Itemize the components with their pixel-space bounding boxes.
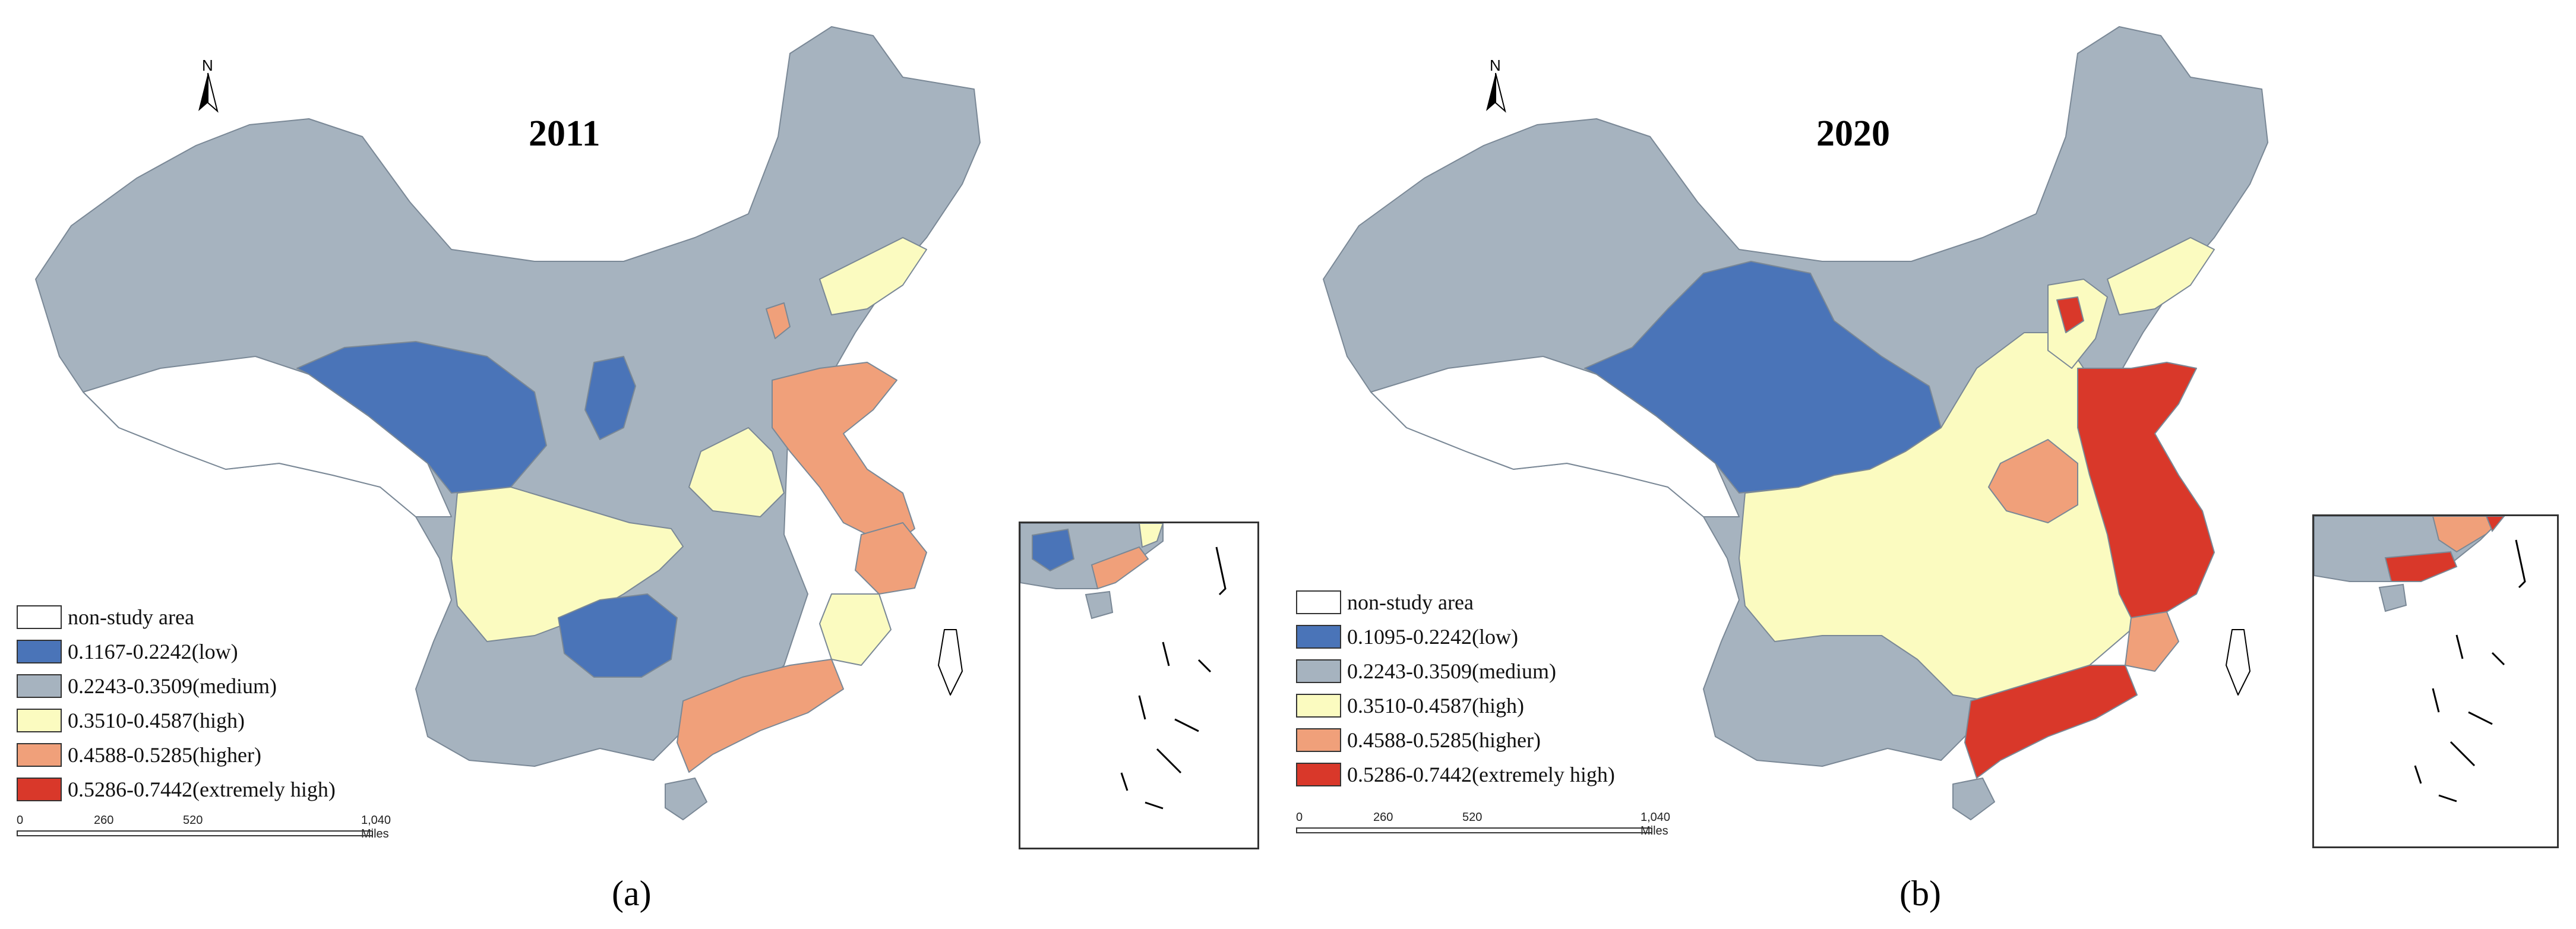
- legend-item: 0.1095-0.2242(low): [1296, 620, 1615, 654]
- legend-item: 0.3510-0.4587(high): [17, 703, 336, 738]
- north-arrow: N: [1478, 56, 1513, 122]
- scale-tick: 1,040 Miles: [361, 814, 391, 840]
- legend-swatch: [1296, 763, 1341, 786]
- north-label: N: [1490, 56, 1501, 74]
- legend-item: 0.1167-0.2242(low): [17, 634, 336, 669]
- scale-tick: 260: [1373, 811, 1393, 824]
- region-guizhou: [558, 593, 678, 678]
- scale-bar-line: [17, 830, 373, 836]
- legend-swatch: [1296, 728, 1341, 752]
- legend-label: 0.2243-0.3509(medium): [1347, 659, 1556, 683]
- legend-2020: non-study area 0.1095-0.2242(low) 0.2243-0…: [1296, 585, 1615, 792]
- legend-label: 0.4588-0.5285(higher): [68, 743, 261, 767]
- region-henan: [688, 427, 785, 517]
- legend-label: 0.1167-0.2242(low): [68, 640, 238, 663]
- region-guangdong: [1964, 665, 2138, 779]
- scale-tick: 0: [1296, 811, 1303, 824]
- map-panel-2020: 2020 N non-study area 0.1095-0.2242(low) 0…: [1288, 0, 2575, 929]
- legend-swatch: [1296, 590, 1341, 614]
- region-non-study: [1370, 356, 1740, 517]
- scale-tick: 520: [183, 814, 203, 827]
- region-fujian: [819, 593, 892, 666]
- china-map-2011: [35, 26, 981, 820]
- region-liaoning: [819, 237, 927, 315]
- inset-map-2011: [1019, 522, 1259, 849]
- legend-item: 0.3510-0.4587(high): [1296, 688, 1615, 723]
- legend-item: 0.2243-0.3509(medium): [1296, 654, 1615, 688]
- inset-map-svg: [2313, 516, 2526, 802]
- legend-item: 0.4588-0.5285(higher): [1296, 723, 1615, 757]
- legend-item: non-study area: [1296, 585, 1615, 620]
- scale-tick: 520: [1462, 811, 1483, 824]
- map-title-year: 2011: [529, 113, 600, 154]
- region-sichuan: [451, 486, 684, 642]
- region-beijing: [2056, 296, 2084, 333]
- legend-label: 0.3510-0.4587(high): [68, 709, 245, 732]
- map-panel-2011: 2011 N non-study area 0.1167-0.2242(low) 0…: [17, 26, 1259, 913]
- region-non-study: [83, 356, 452, 517]
- legend-label: 0.5286-0.7442(extremely high): [68, 778, 336, 801]
- legend-label: 0.5286-0.7442(extremely high): [1347, 763, 1615, 786]
- legend-swatch: [17, 778, 62, 801]
- north-arrow: N: [190, 56, 226, 122]
- legend-2011: non-study area 0.1167-0.2242(low) 0.2243-0…: [17, 600, 336, 807]
- north-arrow-icon: [198, 72, 219, 113]
- legend-item: non-study area: [17, 600, 336, 634]
- legend-swatch: [17, 605, 62, 629]
- region-fujian: [2125, 611, 2179, 672]
- legend-label: 0.2243-0.3509(medium): [68, 674, 277, 698]
- region-ningxia: [584, 356, 636, 440]
- region-east-coast: [2077, 362, 2215, 630]
- region-henan: [1988, 439, 2078, 523]
- legend-label: non-study area: [1347, 590, 1474, 614]
- inset-map-2020: [2312, 514, 2559, 848]
- region-zhejiang: [855, 522, 927, 595]
- scale-bar-2020: 0 260 520 1,040 Miles: [1296, 811, 1670, 846]
- legend-swatch: [17, 674, 62, 698]
- legend-swatch: [17, 743, 62, 767]
- panel-caption: (b): [1899, 874, 1941, 913]
- map-title-year: 2020: [1816, 113, 1890, 154]
- legend-swatch: [17, 709, 62, 732]
- legend-label: 0.3510-0.4587(high): [1347, 694, 1524, 718]
- region-beijing: [766, 302, 791, 339]
- inset-map-svg: [1020, 523, 1227, 810]
- north-arrow-icon: [1486, 72, 1506, 113]
- region-liaoning: [2107, 237, 2215, 315]
- panel-caption: (a): [612, 874, 652, 913]
- region-hainan: [665, 778, 707, 820]
- legend-swatch: [1296, 659, 1341, 683]
- north-label: N: [202, 56, 213, 74]
- legend-item: 0.2243-0.3509(medium): [17, 669, 336, 703]
- region-qinghai: [296, 341, 547, 494]
- legend-item: 0.5286-0.7442(extremely high): [17, 772, 336, 807]
- legend-label: 0.4588-0.5285(higher): [1347, 728, 1541, 752]
- legend-swatch: [1296, 694, 1341, 718]
- region-shandong-jiangsu: [772, 362, 915, 547]
- legend-label: 0.1095-0.2242(low): [1347, 625, 1518, 649]
- legend-item: 0.5286-0.7442(extremely high): [1296, 757, 1615, 792]
- china-map-2020: [1323, 26, 2268, 820]
- region-guangdong: [677, 659, 844, 773]
- legend-swatch: [1296, 625, 1341, 649]
- legend-label: non-study area: [68, 605, 194, 629]
- scale-bar-2011: 0 260 520 1,040 Miles: [17, 814, 391, 849]
- region-taiwan: [2226, 629, 2251, 696]
- scale-tick: 0: [17, 814, 24, 827]
- region-hainan: [1952, 778, 1995, 820]
- scale-bar-line: [1296, 827, 1652, 833]
- region-taiwan: [938, 629, 963, 696]
- scale-tick: 1,040 Miles: [1641, 811, 1671, 838]
- scale-tick: 260: [94, 814, 114, 827]
- legend-swatch: [17, 640, 62, 663]
- legend-item: 0.4588-0.5285(higher): [17, 738, 336, 772]
